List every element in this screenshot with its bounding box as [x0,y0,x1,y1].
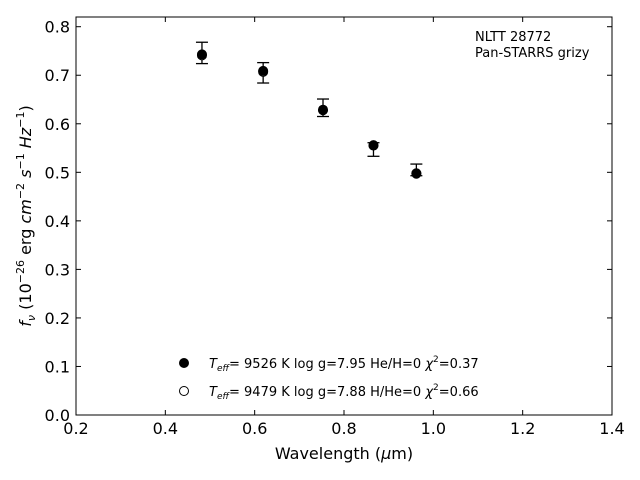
x-tick-label: 0.8 [331,419,356,438]
y-axis-label: fν (10−26 erg cm−2 s−1 Hz−1) [14,105,38,326]
x-tick-labels: 0.2 0.4 0.6 0.8 1.0 1.2 1.4 [63,419,624,438]
model-point-filled [196,49,207,60]
model-point-filled [368,140,379,151]
y-tick-label: 0.3 [45,260,70,279]
x-tick-label: 0.4 [153,419,178,438]
y-tick-label: 0.1 [45,357,70,376]
axis-ticks [75,17,613,416]
legend-marker-open [179,386,189,396]
x-tick-label: 0.2 [63,419,88,438]
legend-marker-filled [179,358,189,368]
y-tick-label: 0.8 [45,18,70,37]
x-tick-label: 1.4 [599,419,624,438]
legend: Teff= 9526 K log g=7.95 He/H=0 χ2=0.37 T… [179,355,479,402]
model-point-filled [258,65,269,76]
x-tick-label: 0.6 [242,419,267,438]
y-tick-label: 0.6 [45,115,70,134]
y-tick-label: 0.0 [45,406,70,425]
x-tick-label: 1.0 [421,419,446,438]
plot-frame [75,16,613,416]
x-tick-label: 1.2 [510,419,535,438]
y-tick-label: 0.7 [45,66,70,85]
legend-entry-2: Teff= 9479 K log g=7.88 H/He=0 χ2=0.66 [209,383,479,402]
y-tick-label: 0.4 [45,212,70,231]
model-point-filled [411,168,422,179]
x-axis-label: Wavelength (μm) [275,444,413,463]
annotation-star-name: NLTT 28772 [475,30,551,45]
y-tick-label: 0.2 [45,309,70,328]
y-tick-label: 0.5 [45,163,70,182]
data-points [196,49,422,179]
model-point-filled [318,104,329,115]
y-tick-labels: 0.0 0.1 0.2 0.3 0.4 0.5 0.6 0.7 0.8 [45,18,70,425]
annotation-survey: Pan-STARRS grizy [475,46,590,61]
error-bars [195,41,423,177]
legend-entry-1: Teff= 9526 K log g=7.95 He/H=0 χ2=0.37 [209,355,479,374]
